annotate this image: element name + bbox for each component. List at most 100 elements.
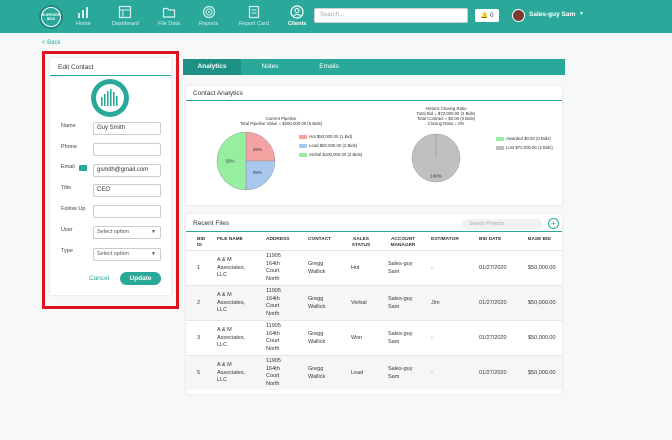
user-menu[interactable]: Sales-guy Sam: [529, 11, 576, 18]
nav-home[interactable]: Home: [76, 5, 91, 31]
nav-label: Clients: [288, 21, 307, 27]
pipeline-caption: Current Pipeline Total Pipeline Value = …: [226, 116, 336, 126]
nav-label: Dashboard: [112, 21, 139, 27]
nav-reports[interactable]: Reports: [199, 5, 218, 31]
column-header[interactable]: BID ID: [197, 237, 206, 248]
nav-report-card[interactable]: Report Card: [239, 5, 269, 31]
name-label: Name: [61, 123, 76, 129]
contact: Gregg Wallick: [308, 296, 326, 310]
base-bid: $50,000.00: [528, 265, 556, 271]
bid-date: 01/27/2020: [479, 370, 507, 376]
notifications-button[interactable]: 🔔 0: [475, 9, 499, 22]
status: Lead: [351, 370, 364, 376]
back-label: Back: [47, 40, 61, 46]
global-search-input[interactable]: Search...: [314, 8, 468, 23]
estimator: -: [431, 265, 433, 271]
logo-text: SUPERIOR BIDS: [42, 8, 60, 26]
chevron-down-icon[interactable]: ▼: [579, 11, 584, 17]
mail-icon[interactable]: [79, 165, 87, 171]
name-field[interactable]: Guy Smith: [93, 122, 161, 135]
column-header[interactable]: FILE NAME: [217, 237, 243, 242]
table-row[interactable]: 3 A & M Associates, LLC 11905 164th Cour…: [186, 320, 562, 355]
phone-label: Phone: [61, 144, 77, 150]
app-logo[interactable]: SUPERIOR BIDS: [39, 5, 63, 29]
back-link[interactable]: < Back: [42, 40, 61, 46]
edit-contact-card: Edit Contact Name Guy Smith Phone Email …: [50, 58, 171, 295]
pie-label: 100%: [430, 174, 442, 179]
pie-slice-verbal[interactable]: [216, 131, 247, 191]
column-header[interactable]: SALES STATUS: [351, 237, 371, 248]
tab-notes[interactable]: Notes: [261, 63, 279, 70]
user-select-value: Select option: [97, 229, 129, 235]
legend-swatch: [496, 136, 504, 141]
pie-label: 50%: [226, 159, 235, 164]
legend-label: Lost $72,000.00 (2 Bids): [506, 145, 553, 150]
legend-label: Awarded $0.00 (0 Bids): [506, 136, 551, 141]
chevron-down-icon: ▼: [151, 229, 156, 235]
nav-label: Reports: [199, 21, 219, 27]
divider: [50, 75, 171, 76]
dashboard-icon: [119, 5, 132, 19]
file-name: A & M Associates, LLC: [217, 292, 246, 313]
bar-chart-icon: [78, 7, 89, 18]
column-header[interactable]: BID DATE: [479, 237, 502, 242]
legend-swatch: [496, 145, 504, 150]
type-select[interactable]: Select option ▼: [93, 248, 161, 261]
cancel-button[interactable]: Cancel: [89, 275, 110, 282]
base-bid: $50,000.00: [528, 335, 556, 341]
chevron-down-icon: ▼: [151, 251, 156, 257]
column-header[interactable]: CONTACT: [308, 237, 332, 242]
legend-item: Lost $72,000.00 (2 Bids): [496, 145, 553, 150]
address: 11905 164th Court North: [266, 288, 281, 317]
user-label: User: [61, 227, 73, 233]
column-header[interactable]: ACCOUNT MANAGER: [390, 237, 416, 248]
top-nav: SUPERIOR BIDS Home Dashboard File Data R…: [0, 0, 672, 33]
highlight-box: [42, 51, 179, 309]
divider: [186, 231, 562, 232]
recent-files-title: Recent Files: [193, 220, 230, 227]
bid-date: 01/27/2020: [479, 265, 507, 271]
table-row[interactable]: 2 A & M Associates, LLC 11905 164th Cour…: [186, 285, 562, 320]
contact: Gregg Wallick: [308, 261, 326, 275]
pie-slice-hot[interactable]: [245, 131, 276, 162]
table-row[interactable]: 5 A & M Associates, LLC 11905 164th Cour…: [186, 355, 562, 390]
tab-analytics[interactable]: Analytics: [183, 59, 241, 75]
phone-field[interactable]: [93, 143, 161, 156]
contact: Gregg Wallick: [308, 366, 326, 380]
column-header[interactable]: ADDRESS: [266, 237, 290, 242]
legend-label: Verbal $100,000.00 (2 Bids): [309, 152, 363, 157]
nav-label: Home: [76, 21, 91, 27]
address: 11905 164th Court North: [266, 323, 281, 352]
user-circle-icon: [290, 5, 304, 19]
nav-file-data[interactable]: File Data: [158, 5, 180, 31]
nav-clients[interactable]: Clients: [288, 5, 306, 31]
pipeline-pie-chart: 25% 25% 50%: [216, 131, 276, 191]
type-label: Type: [61, 248, 73, 254]
update-button[interactable]: Update: [120, 272, 161, 285]
table-row[interactable]: 1 A & M Associates, LLC 11905 164th Cour…: [186, 250, 562, 285]
estimator: -: [431, 370, 433, 376]
status: Hot: [351, 265, 360, 271]
search-projects-input[interactable]: Search Projects: [462, 219, 542, 229]
nav-dashboard[interactable]: Dashboard: [112, 5, 139, 31]
legend-swatch: [299, 152, 307, 157]
type-select-value: Select option: [97, 251, 129, 257]
bid-date: 01/27/2020: [479, 335, 507, 341]
nav-label: Report Card: [239, 21, 269, 27]
manager: Sales-guy Sam: [388, 261, 413, 275]
avatar[interactable]: [512, 9, 525, 22]
column-header[interactable]: BASE BID: [528, 237, 551, 242]
add-project-button[interactable]: +: [548, 218, 559, 229]
logo-bars-icon: [101, 89, 118, 106]
closing-ratio-pie-chart: 100%: [411, 133, 461, 183]
pie-label: 25%: [253, 170, 262, 175]
email-field[interactable]: gsmith@gmail.com: [93, 164, 161, 177]
title-field[interactable]: CEO: [93, 184, 161, 197]
recent-files-card: Recent Files Search Projects + BID ID FI…: [186, 214, 562, 394]
user-select[interactable]: Select option ▼: [93, 226, 161, 239]
tab-emails[interactable]: Emails: [319, 63, 339, 70]
column-header[interactable]: ESTIMATOR: [431, 237, 459, 242]
ratio-caption-2: Total Bid = $72,000.00 (2 Bids): [416, 111, 476, 116]
followup-field[interactable]: [93, 205, 161, 218]
pie-slice-lead[interactable]: [245, 160, 276, 191]
